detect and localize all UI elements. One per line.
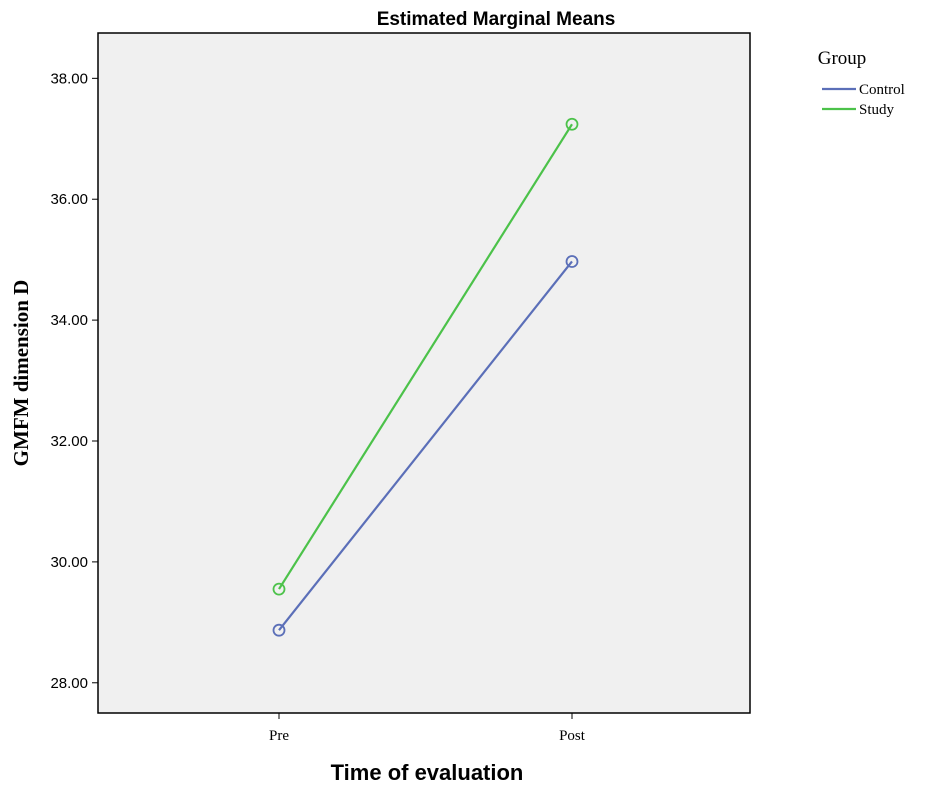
y-tick-label: 34.00 [50, 312, 88, 329]
x-tick-label: Pre [269, 728, 289, 744]
data-point-study [565, 117, 579, 131]
y-tick-label: 28.00 [50, 675, 88, 692]
data-point-control [565, 255, 579, 268]
y-tick-label: 36.00 [50, 191, 88, 208]
y-axis: 28.00 30.00 32.00 34.00 36.00 38.00 [50, 70, 98, 692]
chart-title: Estimated Marginal Means [377, 9, 616, 30]
x-axis-label: Time of evaluation [331, 760, 524, 785]
y-tick-label: 32.00 [50, 433, 88, 450]
y-tick-label: 38.00 [50, 70, 88, 87]
series-line-control [278, 260, 573, 631]
legend-label: Control [859, 82, 905, 98]
legend: Group Control Study [818, 48, 905, 118]
series-layer [272, 117, 579, 637]
data-point-control [272, 623, 286, 637]
legend-label: Study [859, 102, 895, 118]
y-tick-label: 30.00 [50, 554, 88, 571]
legend-title: Group [818, 48, 867, 69]
plot-area [97, 32, 751, 714]
data-point-study [272, 582, 286, 596]
series-line-study [278, 123, 573, 590]
x-tick-label: Post [559, 728, 586, 744]
y-axis-label: GMFM dimension D [9, 280, 33, 467]
x-axis: Pre Post [269, 713, 586, 744]
